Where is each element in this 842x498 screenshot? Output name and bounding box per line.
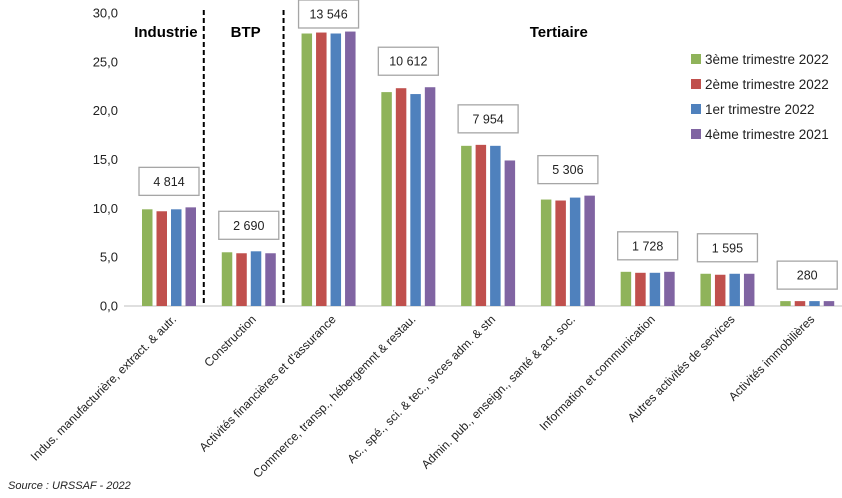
sector-labels: Industrie BTP Tertiaire [134,24,588,41]
bar [504,160,516,306]
total-label: 2 690 [233,219,264,233]
bar [809,301,820,306]
y-tick-label: 0,0 [100,299,118,314]
y-axis: 0,0 5,0 10,0 15,0 20,0 25,0 30,0 [93,6,118,314]
y-tick-label: 30,0 [93,6,118,21]
total-label: 1 728 [632,239,663,253]
legend-swatch [691,129,701,139]
legend-swatch [691,54,701,64]
bar [156,211,167,306]
total-label-box [138,166,200,197]
bar [236,253,247,306]
bar [345,31,356,306]
y-tick-label: 15,0 [93,152,118,167]
y-tick-label: 20,0 [93,103,118,118]
y-tick-label: 25,0 [93,54,118,69]
legend-label: 2ème trimestre 2022 [705,77,829,92]
x-axis-labels: Indus. manufacturière, extract. & autr. C… [28,312,818,481]
bar [743,273,755,306]
bar [424,87,436,306]
total-label: 1 595 [712,241,743,255]
total-label-box [776,260,838,290]
bar [700,273,711,306]
bar [714,274,726,306]
bars [142,31,835,307]
total-label-box [537,154,599,185]
y-tick-label: 5,0 [100,250,118,265]
legend: 3ème trimestre 2022 2ème trimestre 2022 1e… [691,52,829,142]
x-tick-label: Activités financières et d'assurance [197,312,339,454]
bar [142,209,153,306]
bar [301,33,313,306]
bar [794,301,806,306]
y-tick-label: 10,0 [93,201,118,216]
bar [475,144,487,306]
total-labels: 4 814 2 690 13 546 10 612 7 954 5 306 1 728 1 5… [138,0,838,290]
x-tick-label: Ac., spé., sci. & tec., svces adm. & stn [345,312,499,466]
total-label-box [457,104,519,134]
legend-label: 3ème trimestre 2022 [705,52,829,67]
x-tick-label: Indus. manufacturière, extract. & autr. [28,312,179,463]
bar [381,92,392,306]
bar [250,251,262,306]
legend-label: 1er trimestre 2022 [705,102,815,117]
total-label: 7 954 [472,112,503,126]
bar [649,272,661,306]
bar [330,33,342,306]
bar [540,199,552,306]
total-label: 13 546 [309,8,347,22]
bar [221,252,233,306]
bar [569,197,581,306]
bar [823,301,835,306]
x-tick-label: Admin. pub., enseign., santé & act. soc. [419,312,578,471]
bar [664,271,675,306]
bar [316,32,327,307]
bar [729,273,740,306]
total-label: 280 [797,269,818,283]
sector-label: Industrie [134,24,197,41]
bar [171,209,182,306]
legend-swatch [691,104,701,114]
legend-swatch [691,79,701,89]
bar [395,88,407,306]
bar [620,271,632,306]
total-label-box [377,46,439,76]
x-tick-label: Construction [201,312,259,370]
legend-label: 4ème trimestre 2021 [705,127,829,142]
bar [265,253,276,306]
total-label-box [297,0,360,29]
source-note: Source : URSSAF - 2022 [8,480,131,492]
total-label-box [696,233,759,263]
total-label: 10 612 [389,55,427,69]
bar [584,195,595,306]
x-tick-label: Activités immobilières [726,312,817,403]
bar [185,207,196,306]
sector-label: Tertiaire [530,24,588,41]
total-label-box [617,231,679,261]
bar [635,272,646,306]
total-label: 5 306 [552,163,583,177]
sector-separators [202,10,285,306]
bar [410,94,421,307]
x-tick-label: Commerce, transp., hébergemnt & restau. [250,312,418,480]
bar [490,145,501,306]
bar [780,301,791,306]
bar [461,145,472,306]
bar [555,200,566,306]
total-label: 4 814 [153,175,184,189]
total-label-box [218,210,280,240]
sector-label: BTP [231,24,261,41]
